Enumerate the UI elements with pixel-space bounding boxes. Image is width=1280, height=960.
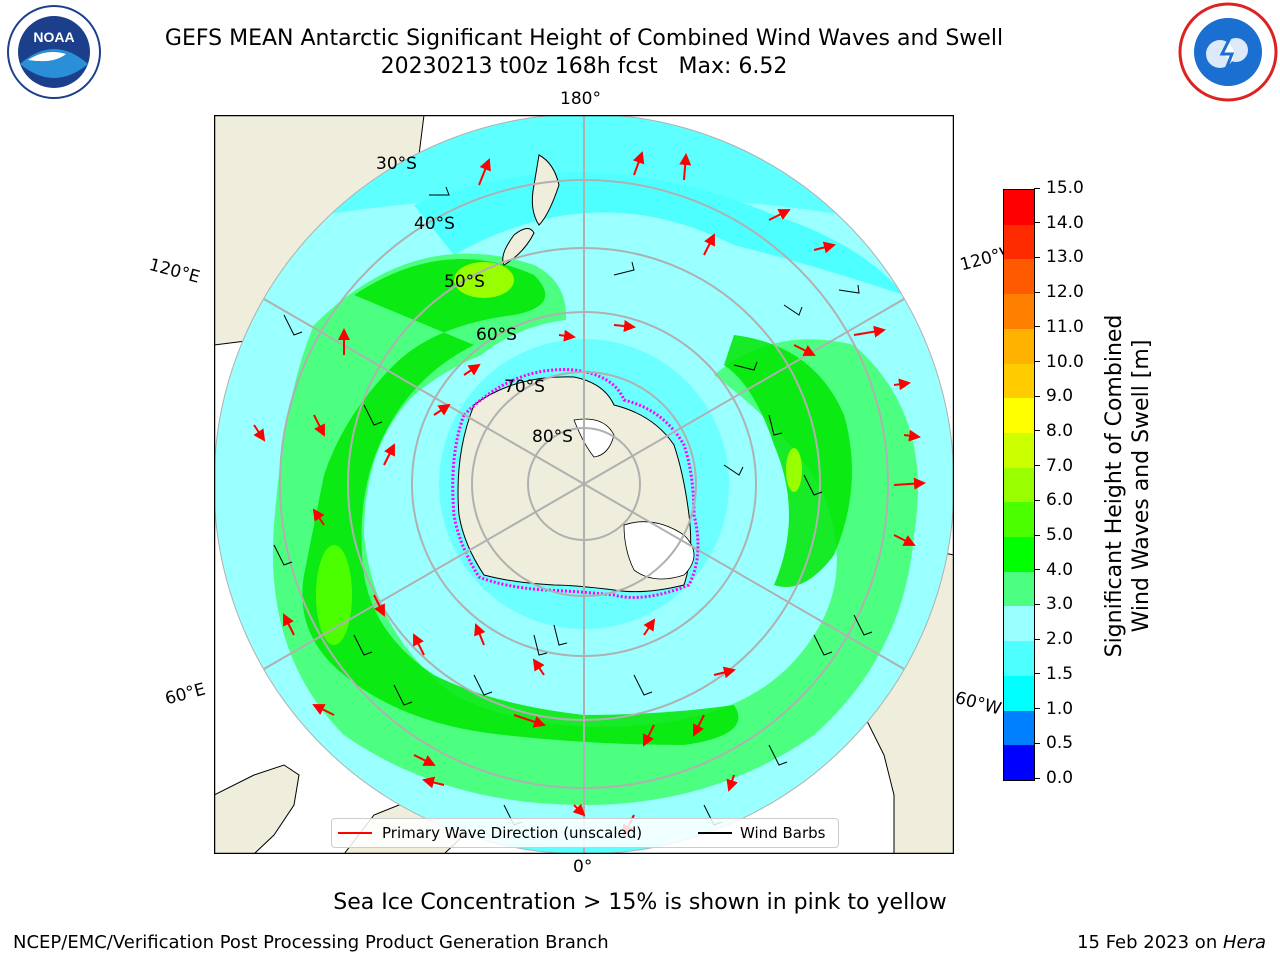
colorbar-segment	[1004, 745, 1034, 780]
colorbar-segment	[1004, 710, 1034, 746]
colorbar-tick-label: 9.0	[1034, 386, 1073, 406]
colorbar-label-line1: Significant Height of Combined	[1102, 314, 1127, 658]
wave-band-green	[302, 259, 739, 745]
legend-wind-line	[698, 832, 732, 834]
legend-wind-label: Wind Barbs	[740, 824, 826, 842]
africa-land	[214, 764, 300, 854]
colorbar-segment	[1004, 190, 1034, 225]
lon-label-0: 0°	[573, 857, 593, 877]
colorbar-tick-label: 7.0	[1034, 456, 1073, 476]
map-legend: Primary Wave Direction (unscaled) Wind B…	[331, 818, 839, 848]
colorbar-tick-label: 1.0	[1034, 699, 1073, 719]
colorbar-segment	[1004, 363, 1034, 399]
legend-wave-line	[338, 832, 372, 834]
colorbar-tick-label: 10.0	[1034, 352, 1084, 372]
noaa-logo-text: NOAA	[33, 29, 74, 45]
colorbar-segment	[1004, 571, 1034, 607]
colorbar-segment	[1004, 467, 1034, 503]
footer-host: Hera	[1222, 932, 1266, 953]
wave-direction-arrows	[253, 151, 926, 837]
colorbar-tick-label: 0.0	[1034, 768, 1073, 788]
colorbar-segment	[1004, 432, 1034, 468]
colorbar-tick-label: 3.0	[1034, 594, 1073, 614]
colorbar-segment	[1004, 259, 1034, 295]
lon-label-60w: 60°W	[952, 688, 1004, 720]
colorbar-segment	[1004, 606, 1034, 642]
lat-label-30s: 30°S	[376, 154, 417, 174]
lat-label-60s: 60°S	[476, 325, 517, 345]
colorbar-tick-label: 2.0	[1034, 629, 1073, 649]
lat-label-50s: 50°S	[444, 272, 485, 292]
colorbar	[1003, 189, 1035, 781]
sea-ice-note: Sea Ice Concentration > 15% is shown in …	[333, 890, 947, 915]
colorbar-segment	[1004, 294, 1034, 329]
new-zealand-land	[531, 154, 560, 226]
graticule	[214, 115, 954, 854]
colorbar-tick-label: 14.0	[1034, 213, 1084, 233]
colorbar-label-line2: Wind Waves and Swell [m]	[1129, 339, 1154, 633]
colorbar-tick-label: 12.0	[1034, 282, 1084, 302]
footer-date: 15 Feb 2023 on Hera	[1077, 932, 1266, 953]
colorbar-tick-label: 5.0	[1034, 525, 1073, 545]
lon-label-180: 180°	[560, 89, 601, 109]
footer-branch: NCEP/EMC/Verification Post Processing Pr…	[13, 932, 609, 953]
lat-label-40s: 40°S	[414, 214, 455, 234]
colorbar-segment	[1004, 675, 1034, 711]
colorbar-segment	[1004, 537, 1034, 572]
colorbar-tick-label: 15.0	[1034, 178, 1084, 198]
weddell-ice	[623, 521, 695, 580]
colorbar-tick-label: 4.0	[1034, 560, 1073, 580]
footer-date-text: 15 Feb 2023 on	[1077, 932, 1223, 953]
colorbar-tick-label: 6.0	[1034, 490, 1073, 510]
colorbar-segment	[1004, 224, 1034, 260]
colorbar-segment	[1004, 398, 1034, 433]
colorbar-segment	[1004, 502, 1034, 538]
lat-label-80s: 80°S	[532, 427, 573, 447]
colorbar-tick-label: 1.5	[1034, 664, 1073, 684]
colorbar-tick-label: 8.0	[1034, 421, 1073, 441]
nws-logo	[1178, 2, 1278, 102]
noaa-logo: NOAA	[7, 5, 101, 99]
lon-label-120e: 120°E	[146, 255, 202, 288]
polar-wave-map: 30°S 40°S 50°S 60°S 70°S 80°S	[214, 115, 954, 854]
lat-label-70s: 70°S	[504, 377, 545, 397]
new-zealand-south	[502, 228, 535, 266]
colorbar-tick-label: 11.0	[1034, 317, 1084, 337]
wind-barbs	[273, 186, 873, 826]
lon-label-60e: 60°E	[163, 679, 208, 710]
colorbar-segment	[1004, 328, 1034, 364]
colorbar-tick-label: 0.5	[1034, 733, 1073, 753]
colorbar-label: Significant Height of Combined Wind Wave…	[1101, 315, 1155, 658]
legend-wave-label: Primary Wave Direction (unscaled)	[382, 824, 643, 842]
colorbar-tick-label: 13.0	[1034, 247, 1084, 267]
chart-title-line2: 20230213 t00z 168h fcst Max: 6.52	[380, 54, 788, 79]
chart-title-line1: GEFS MEAN Antarctic Significant Height o…	[164, 26, 1004, 51]
colorbar-segment	[1004, 641, 1034, 676]
